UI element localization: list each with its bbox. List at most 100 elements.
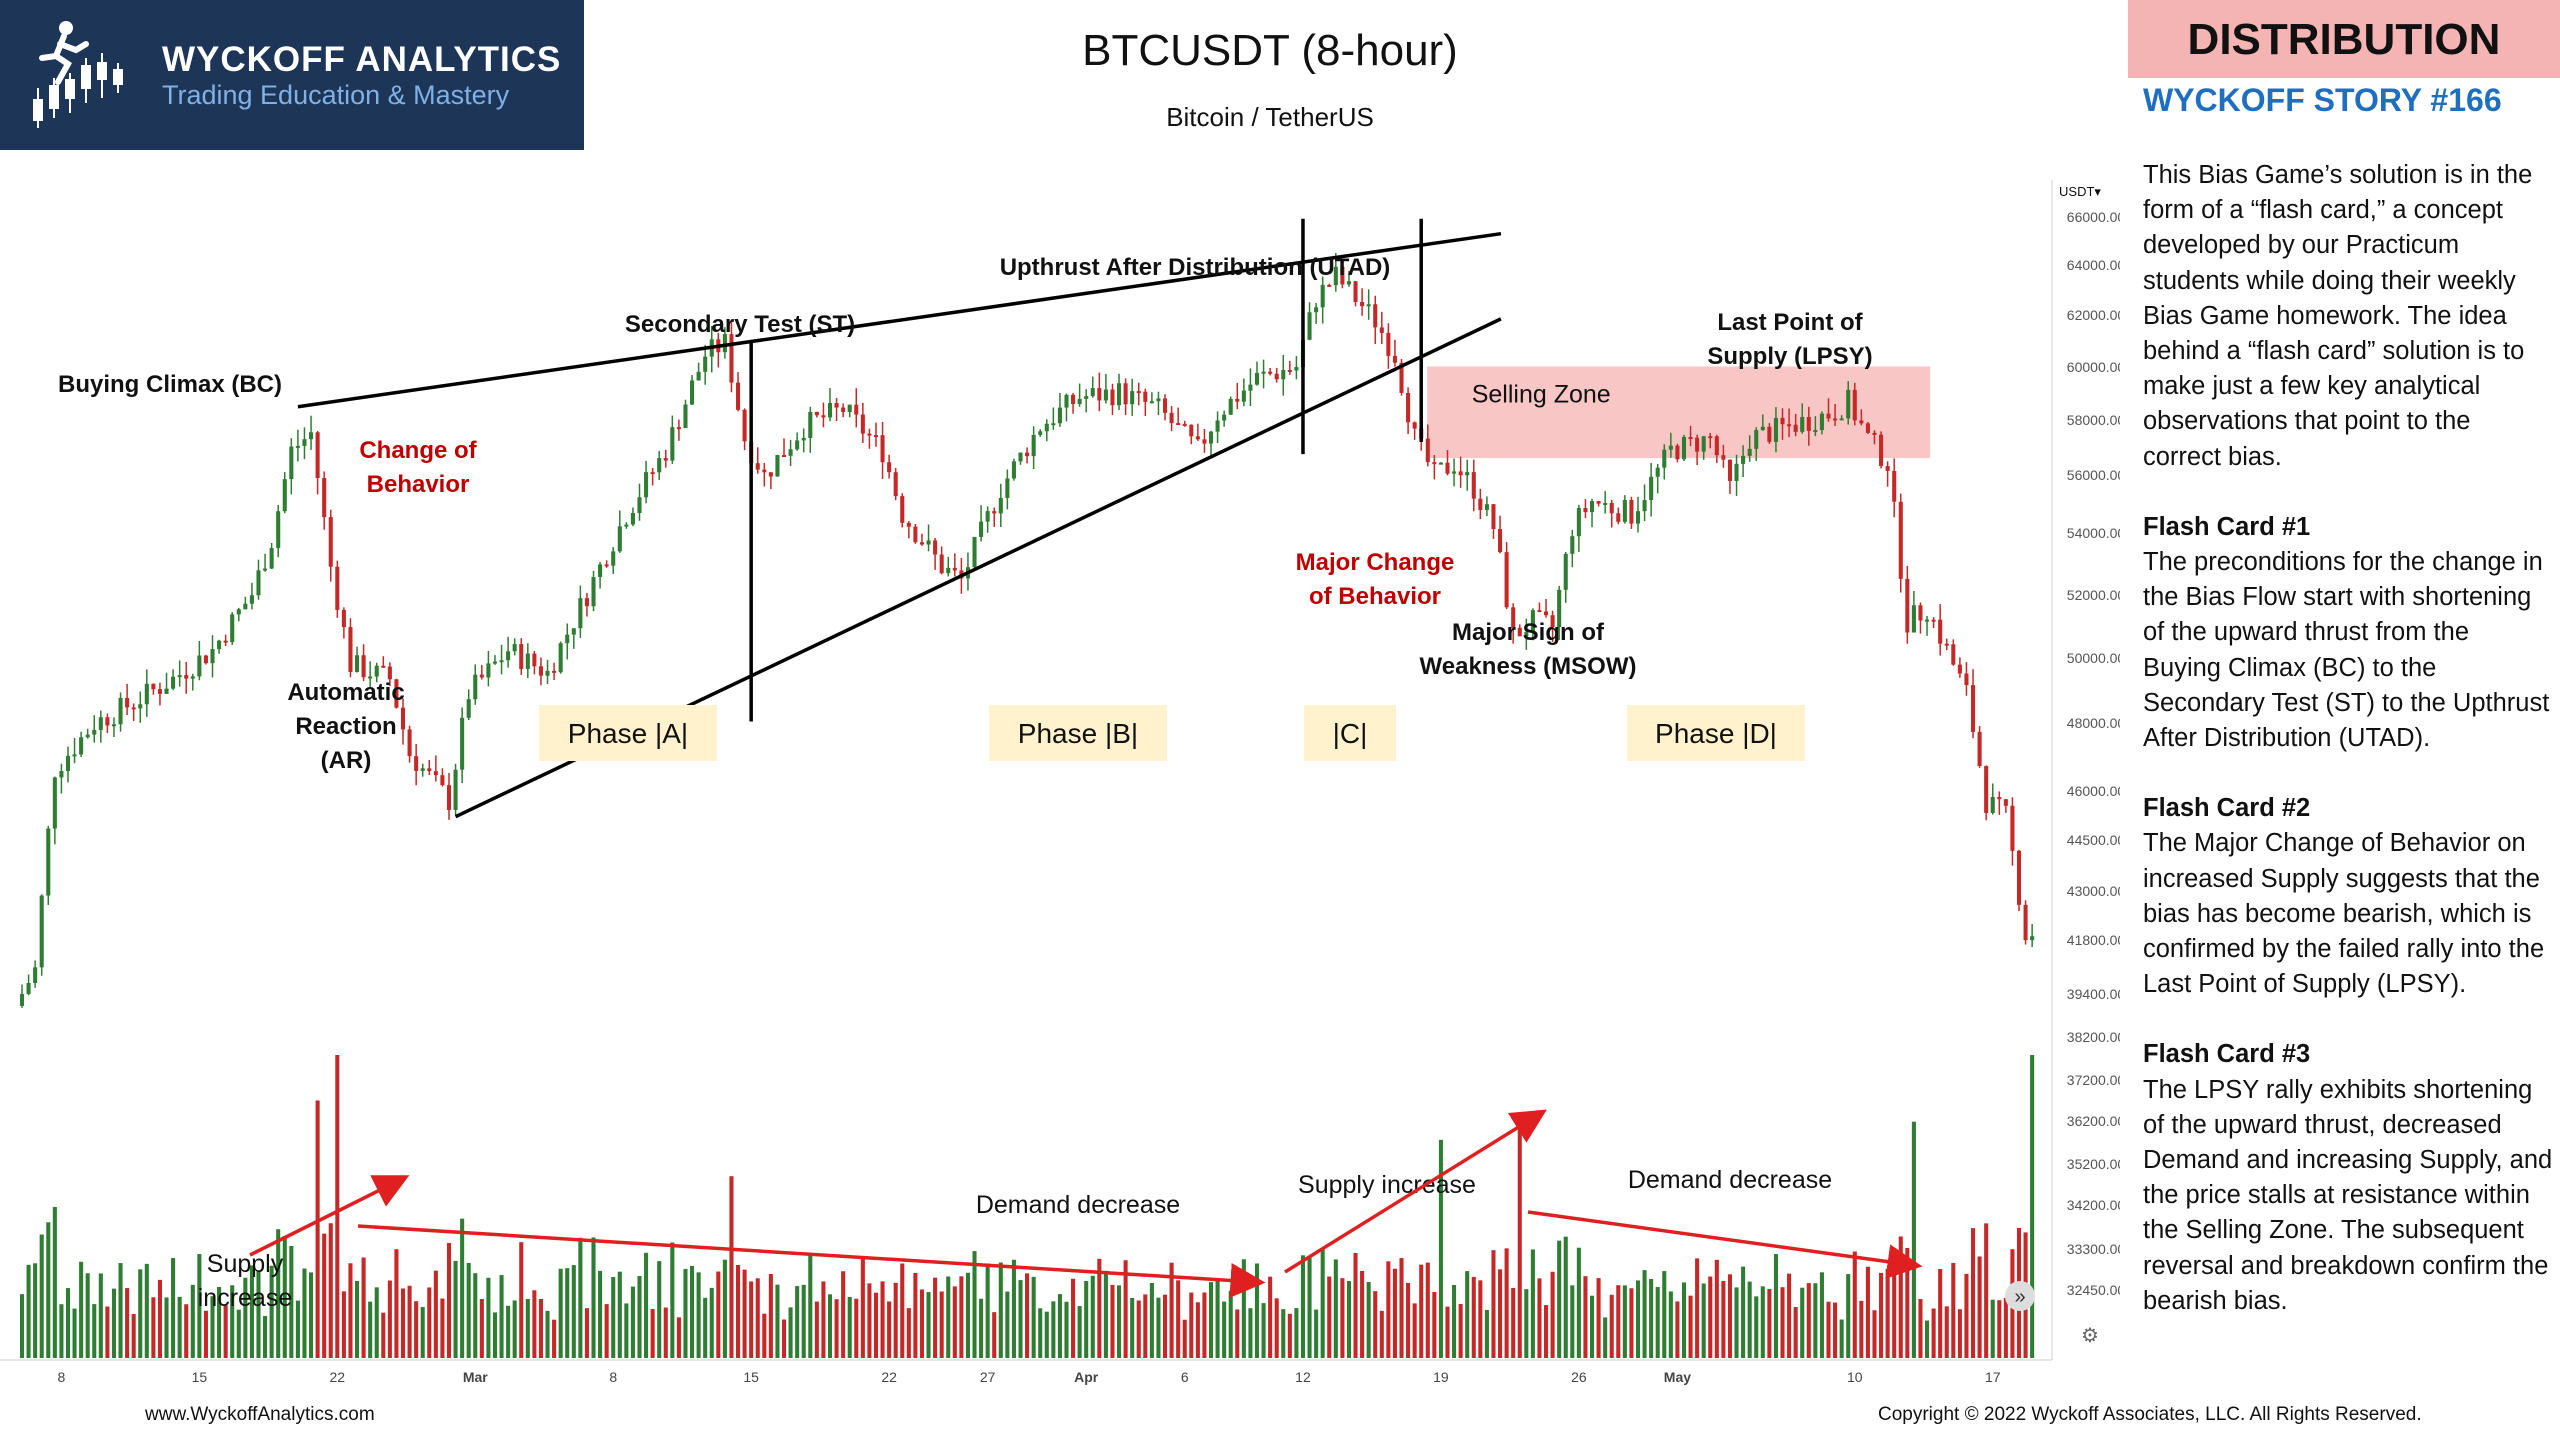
y-tick-label: 46000.00 [2067,783,2120,799]
volume-bar [775,1284,780,1358]
candle-body [1169,412,1174,424]
volume-bar [801,1284,806,1358]
flash-card-title: Flash Card #1 [2143,512,2311,541]
volume-bar [1747,1281,1752,1358]
candle-body [1044,423,1049,432]
volume-bar [637,1276,642,1358]
candle-body [1642,500,1647,512]
candle-body [1314,307,1319,313]
volume-bar [1327,1276,1332,1358]
candle-body [1734,463,1739,481]
volume-bar [1117,1285,1122,1358]
candle-body [111,724,117,727]
candle-body [1156,398,1161,402]
candle-body [1603,502,1608,505]
volume-bar [998,1262,1003,1358]
candle-body [328,517,333,567]
candle-body [2010,805,2015,851]
candle-body [1826,413,1831,419]
volume-bar [1938,1269,1943,1358]
volume-bar [466,1262,471,1358]
candle-body [315,432,320,478]
volume-bar [1294,1308,1299,1358]
candle-body [808,411,813,438]
volume-bar [414,1301,419,1358]
volume-bar [138,1269,143,1358]
volume-bar [854,1298,859,1358]
x-tick-label: Mar [463,1369,488,1385]
volume-bar [985,1263,990,1358]
volume-bar [341,1291,346,1358]
volume-bar [1123,1260,1128,1358]
volume-bar [433,1270,438,1358]
volume-bar [1268,1276,1273,1358]
candle-body [1038,431,1043,435]
candle-body [979,521,984,537]
volume-bar [552,1319,557,1358]
phase-label: Phase |D| [1655,718,1777,749]
volume-bar [584,1308,589,1358]
volume-bar [1071,1278,1076,1358]
candle-body [1859,420,1864,424]
candle-body [1202,439,1207,444]
volume-bar [1872,1310,1877,1358]
volume-bar [197,1254,202,1358]
annotation-label: Automatic [287,679,404,706]
phase-label: Phase |A| [568,718,688,749]
candle-body [1892,470,1897,502]
candle-body [598,564,603,578]
volume-bar [834,1299,839,1358]
volume-bar [1708,1276,1713,1358]
volume-bar [716,1271,721,1358]
candle-body [368,676,373,679]
flash-card-2: Flash Card #2 The Major Change of Behavi… [2143,791,2553,1002]
candle-body [453,769,458,810]
volume-bar [1182,1319,1187,1358]
volume-bar [92,1304,97,1358]
candle-body [1261,371,1266,374]
volume-bar [486,1277,491,1358]
volume-bar [184,1304,189,1358]
candle-body [1918,605,1923,621]
candle-body [223,640,228,643]
candle-body [834,403,839,408]
volume-bar [1826,1301,1831,1358]
volume-bar [650,1309,655,1358]
volume-bar [1300,1255,1306,1358]
candle-body [1754,430,1759,449]
annotation-label: Upthrust After Distribution (UTAD) [1000,254,1391,281]
candle-body [1057,407,1062,424]
candle-body [1287,370,1292,373]
flash-card-text: The Major Change of Behavior on increase… [2143,829,2545,999]
candle-body [1695,437,1700,452]
candle-body [1103,389,1108,401]
y-tick-label: 52000.00 [2067,587,2120,603]
candle-body [387,666,392,680]
candle-body [1064,394,1069,408]
candle-body [1366,304,1371,307]
volume-bar [735,1264,741,1358]
candle-body [525,653,530,670]
volume-bar [1011,1259,1016,1358]
candle-body [1938,619,1943,644]
volume-bar [440,1298,445,1358]
volume-bar [1911,1121,1916,1358]
volume-bar [979,1298,984,1358]
volume-bar [381,1312,386,1358]
volume-bar [933,1277,938,1358]
candle-body [2003,799,2008,806]
volume-bar [525,1298,530,1358]
volume-bar [1491,1250,1496,1358]
volume-bar [663,1307,668,1358]
candle-body [420,768,425,771]
candle-body [1675,445,1680,460]
volume-bar [1668,1291,1673,1358]
volume-bar [354,1280,360,1358]
volume-bar [1990,1299,1995,1358]
candle-body [1806,417,1811,431]
flash-card-title: Flash Card #3 [2143,1040,2311,1069]
volume-bar [630,1286,635,1358]
candle-body [1097,388,1102,401]
volume-bar [1432,1291,1437,1358]
candle-body [1084,396,1089,399]
